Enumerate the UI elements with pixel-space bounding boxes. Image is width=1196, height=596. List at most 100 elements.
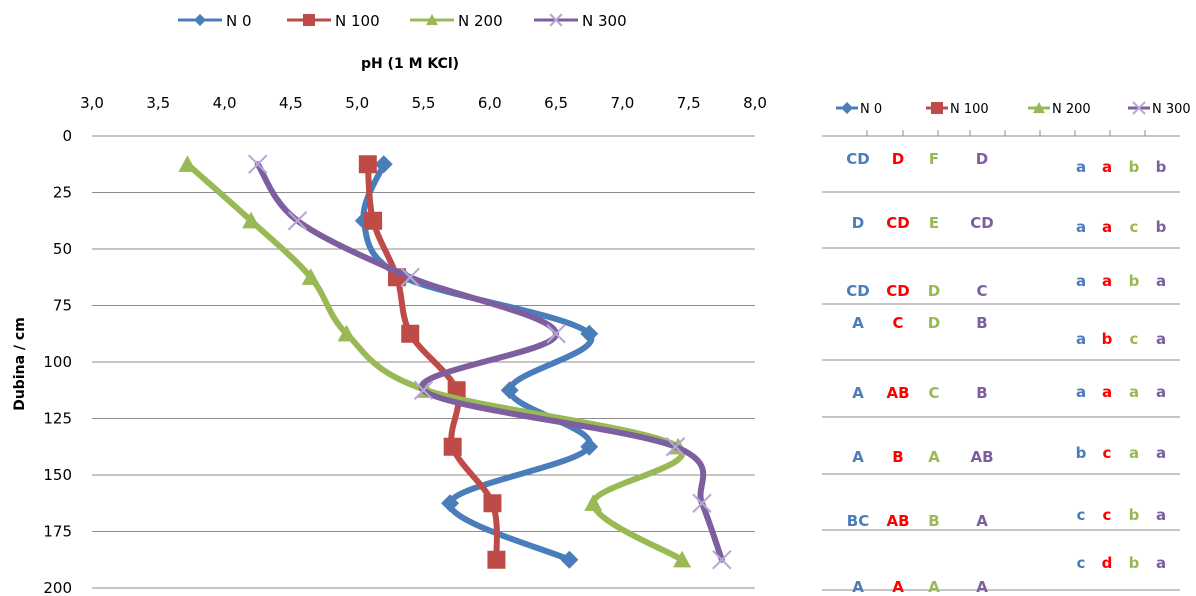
significance-letter-lower: a <box>1129 444 1139 462</box>
data-point-square <box>401 324 420 343</box>
significance-letter-lower: c <box>1103 444 1112 462</box>
x-tick-label: 6,0 <box>478 94 502 112</box>
significance-letter-upper: C <box>928 384 939 402</box>
y-tick-label: 175 <box>43 523 72 541</box>
x-tick-labels: 3,0 3,5 4,0 4,5 5,0 5,5 6,0 6,5 7,0 7,5 8,0 <box>80 94 767 112</box>
data-point-triangle <box>1033 102 1045 114</box>
significance-letter-upper: D <box>976 150 988 168</box>
significance-letter-upper: A <box>928 578 940 596</box>
legend-item: N 300 <box>534 12 627 30</box>
data-point-triangle <box>178 155 197 172</box>
significance-letter-upper: AB <box>970 448 993 466</box>
legend: N 0 N 100 N 200 N 300 <box>178 12 627 30</box>
y-tick-label: 75 <box>53 297 72 315</box>
y-tick-label: 100 <box>43 353 72 371</box>
significance-letter-upper: A <box>976 512 988 530</box>
significance-letter-lower: b <box>1076 444 1087 462</box>
grid-lines <box>92 135 755 589</box>
significance-letter-lower: a <box>1102 158 1112 176</box>
significance-letter-lower: a <box>1076 330 1086 348</box>
significance-letter-upper: CD <box>886 282 909 300</box>
significance-letter-lower: c <box>1077 506 1086 524</box>
legend-item: N 200 <box>410 12 503 30</box>
significance-letter-lower: b <box>1156 218 1167 236</box>
legend-label: N 0 <box>226 12 252 30</box>
y-tick-labels: 0 25 50 75 100 125 150 175 200 <box>43 127 72 596</box>
data-point-square <box>483 494 502 513</box>
marker-stroke <box>546 324 566 344</box>
y-tick-label: 150 <box>43 466 72 484</box>
data-point-x <box>413 380 434 400</box>
significance-letter-upper: A <box>852 448 864 466</box>
marker-stroke <box>1132 101 1146 115</box>
significance-letter-lower: a <box>1156 554 1166 572</box>
y-tick-label: 50 <box>53 240 72 258</box>
significance-letter-upper: E <box>929 214 939 232</box>
data-point-triangle <box>426 14 438 26</box>
y-tick-label: 125 <box>43 410 72 428</box>
panel-legend-item: N 300 <box>1128 101 1191 117</box>
legend-label: N 0 <box>860 102 882 117</box>
x-tick-label: 5,5 <box>412 94 436 112</box>
y-tick-label: 200 <box>43 579 72 596</box>
significance-letter-upper: CD <box>846 150 869 168</box>
x-tick-label: 4,0 <box>213 94 237 112</box>
data-point-x <box>400 267 420 287</box>
data-point-square <box>303 14 315 26</box>
significance-letter-upper: D <box>928 314 940 332</box>
significance-letter-lower: b <box>1129 158 1140 176</box>
data-point-diamond <box>560 550 579 569</box>
data-point-square <box>358 155 377 174</box>
significance-letter-upper: F <box>929 150 939 168</box>
data-point-diamond <box>580 324 599 343</box>
marker-stroke <box>413 380 434 400</box>
data-point-x <box>1132 101 1146 115</box>
data-point-diamond <box>841 102 853 114</box>
data-point-diamond <box>194 14 206 26</box>
significance-letter-lower: a <box>1156 506 1166 524</box>
x-tick-label: 7,5 <box>677 94 701 112</box>
significance-letter-upper: B <box>928 512 939 530</box>
significance-letter-upper: A <box>928 448 940 466</box>
series-n-300 <box>248 154 732 570</box>
significance-letter-lower: a <box>1076 272 1086 290</box>
significance-letter-lower: a <box>1076 158 1086 176</box>
significance-letter-lower: a <box>1102 272 1112 290</box>
significance-letter-lower: a <box>1156 444 1166 462</box>
x-tick-label: 7,0 <box>610 94 634 112</box>
significance-letter-lower: c <box>1077 554 1086 572</box>
significance-letter-lower: c <box>1130 218 1139 236</box>
significance-letter-upper: CD <box>886 214 909 232</box>
data-point-x <box>692 493 712 513</box>
data-point-x <box>549 13 563 27</box>
panel-legend-item: N 0 <box>836 102 882 117</box>
significance-letter-lower: a <box>1156 383 1166 401</box>
marker-stroke <box>692 493 712 513</box>
data-point-triangle <box>242 211 261 229</box>
data-point-triangle <box>584 494 603 511</box>
significance-letter-lower: c <box>1103 506 1112 524</box>
x-tick-label: 5,0 <box>345 94 369 112</box>
data-point-x <box>287 211 308 231</box>
significance-letter-lower: a <box>1076 218 1086 236</box>
significance-letter-upper: A <box>976 578 988 596</box>
significance-letter-upper: C <box>976 282 987 300</box>
x-axis-label: pH (1 M KCl) <box>361 56 459 72</box>
x-tick-label: 3,0 <box>80 94 104 112</box>
data-point-x <box>712 550 732 570</box>
data-point-x <box>665 437 686 457</box>
legend-item: N 0 <box>178 12 252 30</box>
significance-letter-upper: BC <box>847 512 869 530</box>
panel-legend-item: N 100 <box>926 102 989 117</box>
significance-letter-upper: D <box>892 150 904 168</box>
data-point-square <box>364 211 383 230</box>
legend-label: N 200 <box>1052 102 1091 117</box>
data-point-triangle <box>337 324 356 342</box>
panel-legend-item: N 200 <box>1028 102 1091 117</box>
marker-stroke <box>287 211 308 231</box>
legend-label: N 200 <box>458 12 503 30</box>
y-tick-label: 0 <box>62 127 72 145</box>
significance-letter-upper: AB <box>886 512 909 530</box>
legend-label: N 100 <box>335 12 380 30</box>
